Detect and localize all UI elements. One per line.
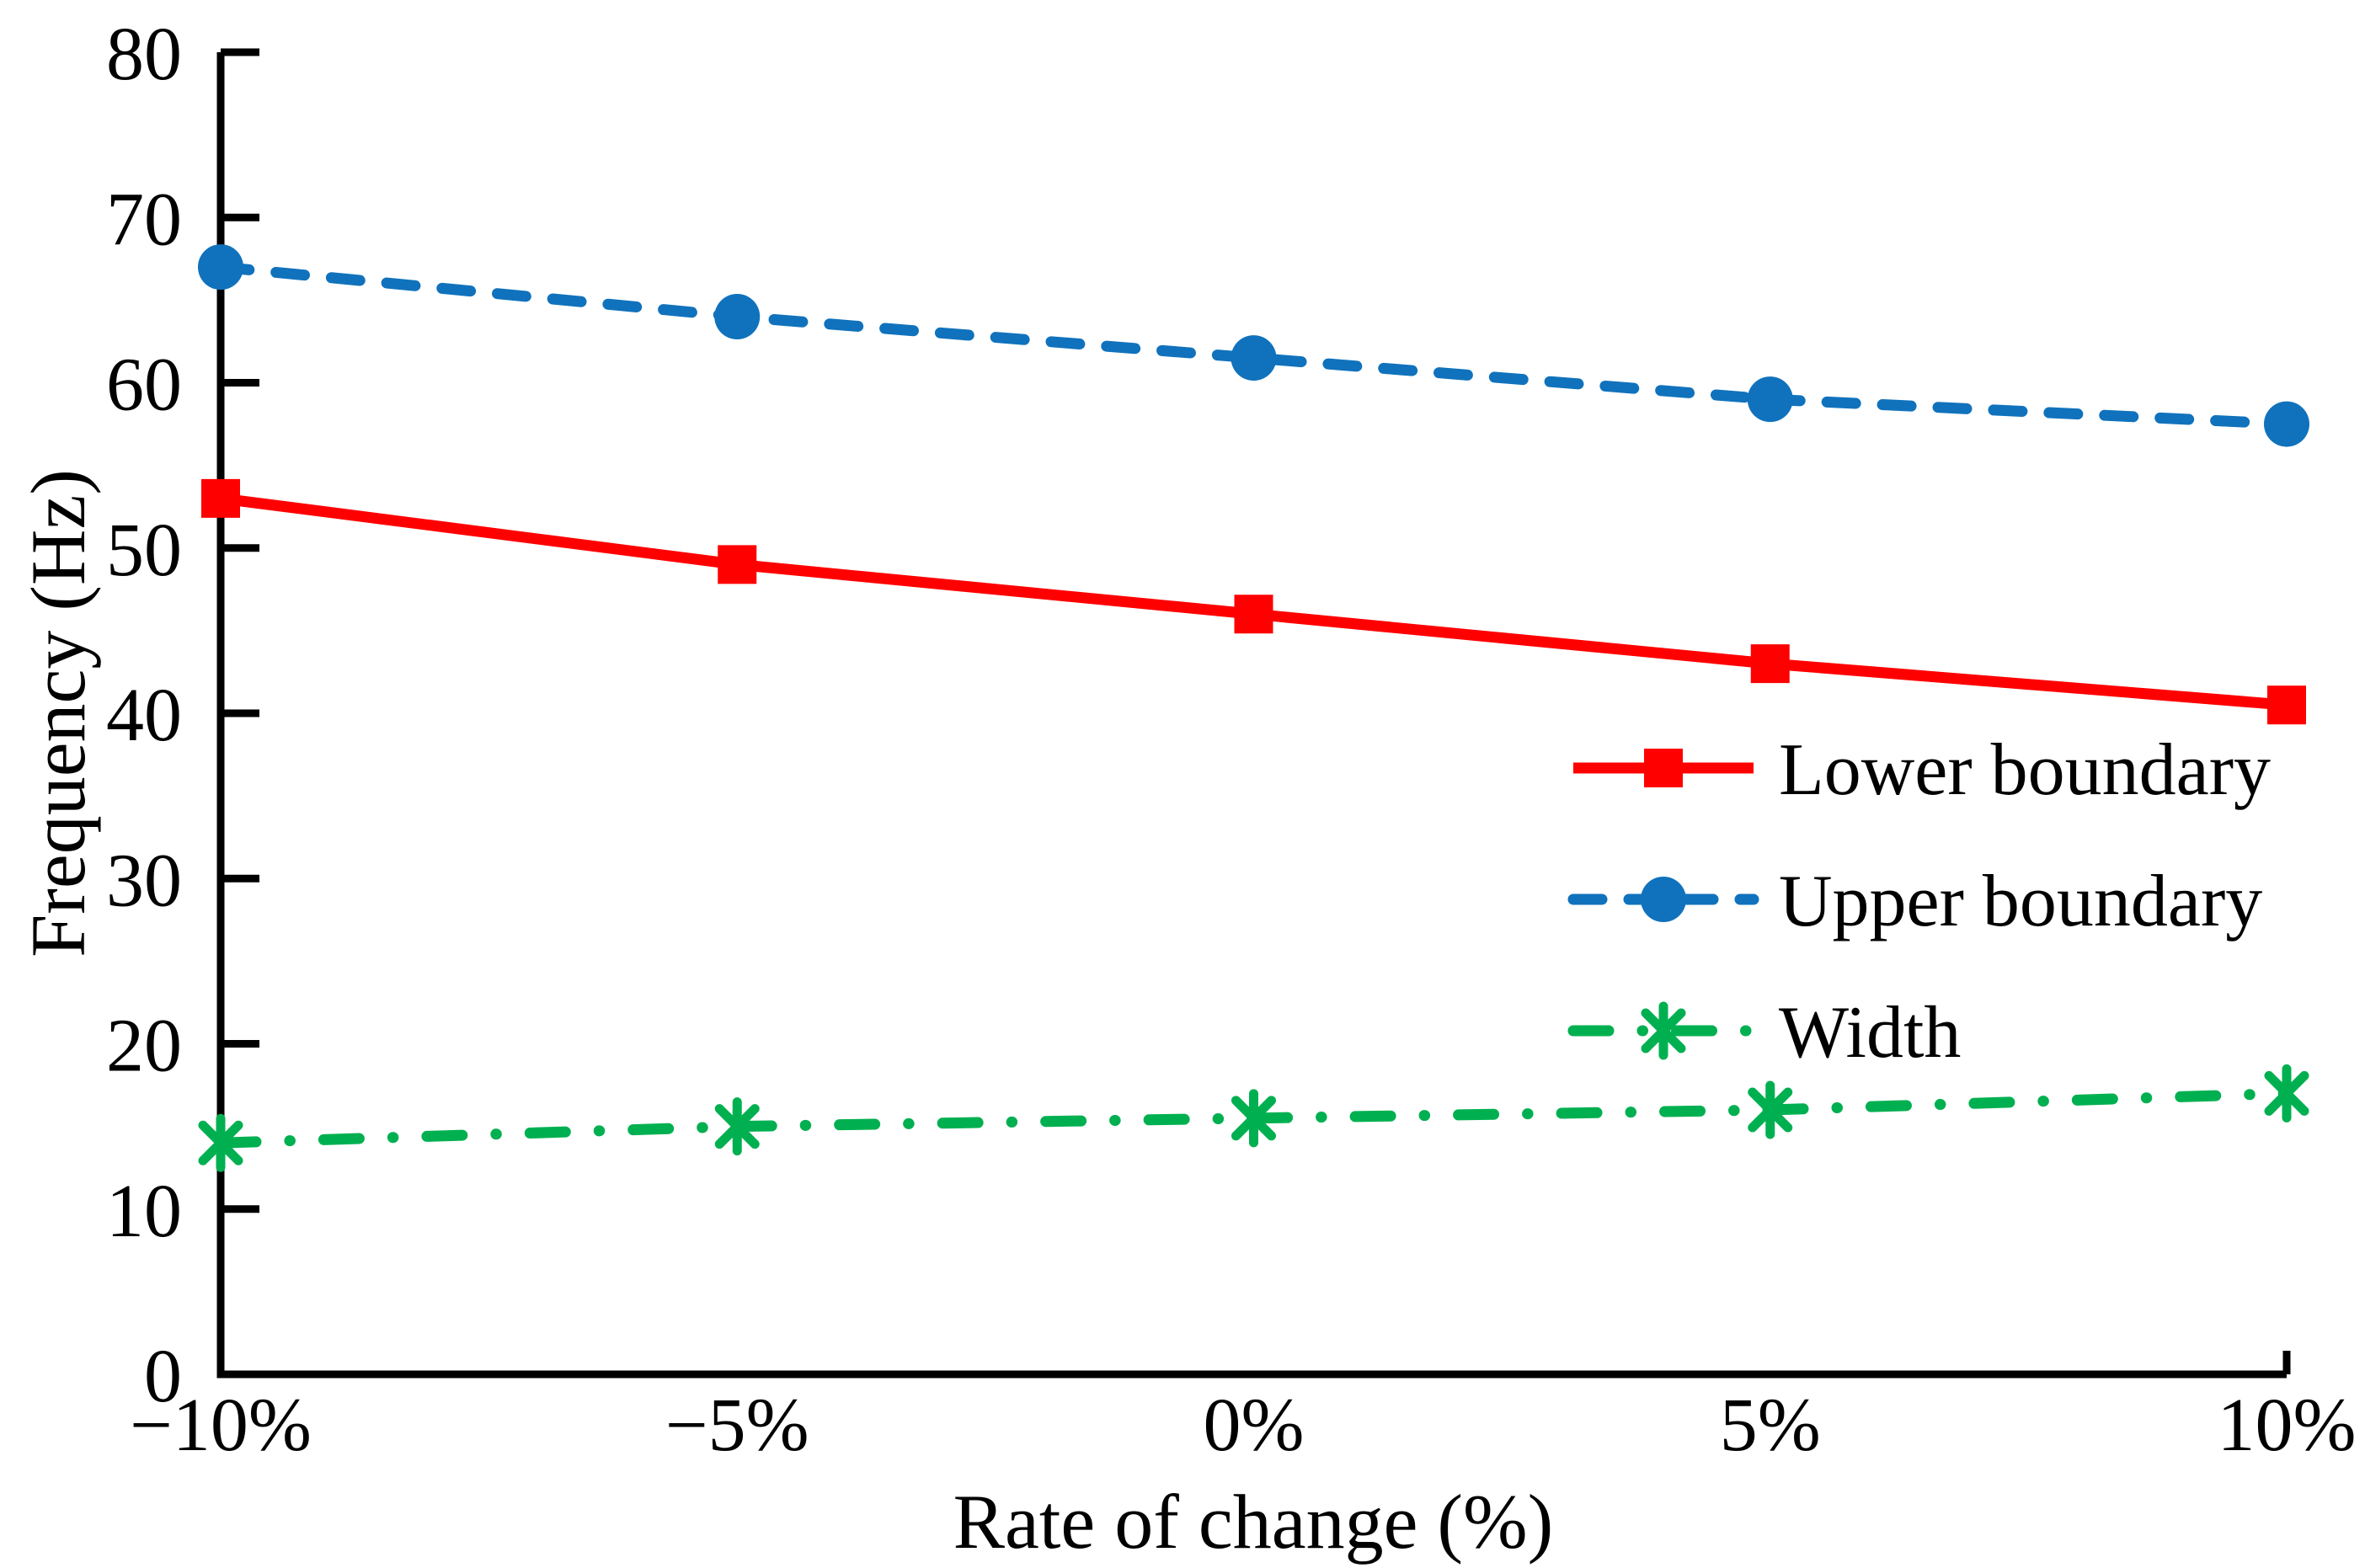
series-upper-boundary xyxy=(198,244,2309,447)
circle-marker xyxy=(714,294,761,339)
y-tick-label: 10 xyxy=(106,1170,182,1253)
asterisk-spoke xyxy=(2264,1070,2309,1116)
square-marker xyxy=(1750,644,1790,684)
legend-item-lower-boundary: Lower boundary xyxy=(1573,729,2271,811)
axes: 0 10 20 30 40 50 60 70 80 −10% −5% 0% 5% 10% xyxy=(106,13,2356,1467)
x-axis-title: Rate of change (%) xyxy=(953,1479,1554,1565)
asterisk-spoke xyxy=(198,1120,243,1165)
y-tick-label: 50 xyxy=(106,509,182,592)
asterisk-spoke xyxy=(1748,1087,1793,1133)
circle-marker xyxy=(1747,376,1793,423)
asterisk-marker xyxy=(1748,1080,1793,1139)
y-tick-label: 80 xyxy=(106,13,182,96)
axis-line xyxy=(216,52,2287,1379)
asterisk-spoke xyxy=(714,1104,760,1149)
y-tick-label: 70 xyxy=(106,178,182,261)
series-lower-boundary xyxy=(201,478,2306,725)
asterisk-spoke xyxy=(1231,1096,1276,1141)
asterisk-marker xyxy=(198,1113,243,1172)
series-width xyxy=(198,1064,2309,1172)
asterisk-marker xyxy=(1231,1089,1276,1148)
square-marker xyxy=(718,545,757,584)
asterisk-marker xyxy=(2264,1064,2309,1123)
square-marker xyxy=(1644,749,1683,787)
circle-marker xyxy=(198,244,243,291)
y-tick-label: 30 xyxy=(106,839,182,922)
data-series xyxy=(198,244,2309,1172)
x-tick-label: −5% xyxy=(665,1384,809,1467)
y-axis-title: Frequency (Hz) xyxy=(15,469,101,957)
circle-marker xyxy=(1641,877,1686,922)
x-tick-label: −10% xyxy=(130,1384,312,1467)
circle-marker xyxy=(2264,401,2309,447)
legend-label: Width xyxy=(1779,992,1961,1074)
asterisk-spoke xyxy=(1641,1008,1686,1053)
y-tick-label: 0 xyxy=(144,1335,182,1418)
legend-label: Upper boundary xyxy=(1779,861,2262,942)
square-marker xyxy=(2267,685,2306,725)
y-tick-label: 20 xyxy=(106,1005,182,1088)
square-marker xyxy=(201,478,240,518)
x-tick-label: 0% xyxy=(1204,1384,1305,1467)
asterisk-marker xyxy=(714,1097,760,1156)
legend-label: Lower boundary xyxy=(1779,729,2271,811)
y-tick-label: 40 xyxy=(106,674,182,757)
y-tick-label: 60 xyxy=(106,344,182,427)
asterisk-marker xyxy=(1641,1001,1686,1060)
series-line-upper-boundary xyxy=(215,261,2293,430)
legend: Lower boundary Upper boundary Width xyxy=(1567,729,2271,1074)
x-tick-label: 5% xyxy=(1720,1384,1821,1467)
x-tick-label: 10% xyxy=(2218,1384,2357,1467)
legend-item-upper-boundary: Upper boundary xyxy=(1567,861,2262,942)
circle-marker xyxy=(1231,335,1277,381)
square-marker xyxy=(1234,595,1273,634)
legend-item-width: Width xyxy=(1567,992,1961,1074)
